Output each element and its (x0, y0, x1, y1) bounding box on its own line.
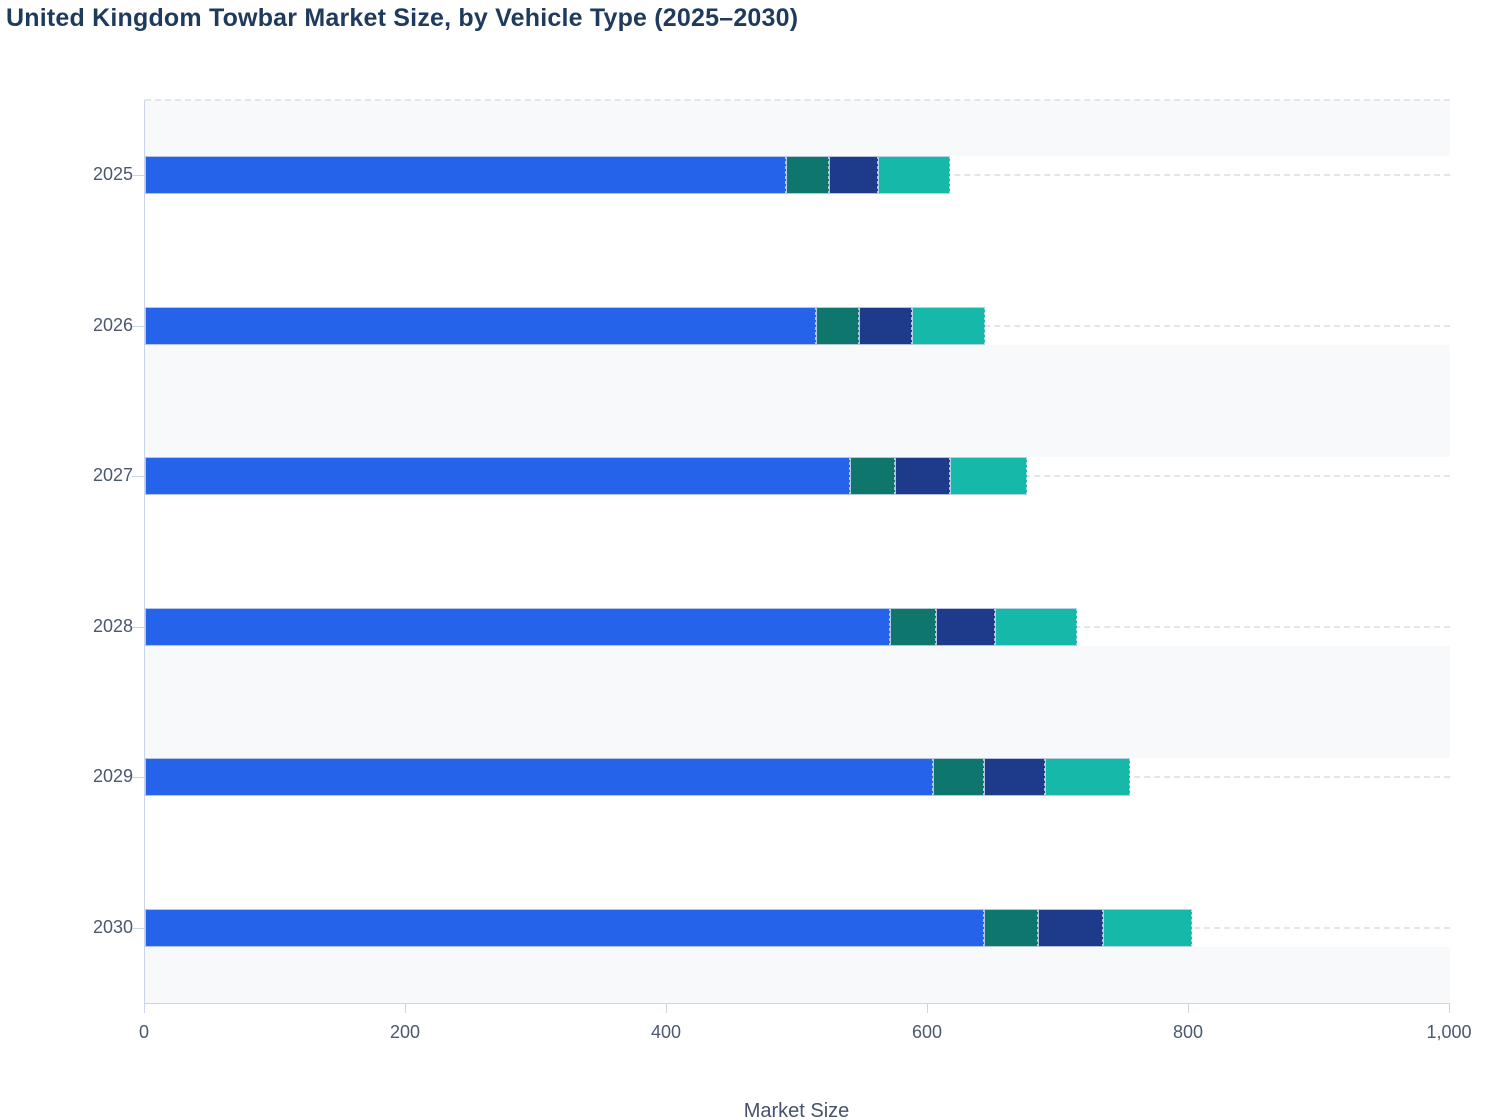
x-tick-mark (1449, 1004, 1450, 1013)
row-band (145, 946, 1450, 1003)
y-tick-label: 2029 (92, 766, 133, 787)
bar-segment-vehicle-type-segment-1-2025[interactable] (145, 156, 786, 195)
bar-segment-vehicle-type-segment-3-2025[interactable] (828, 156, 879, 195)
row-band (145, 344, 1450, 458)
x-tick-mark (666, 1004, 667, 1013)
bar-segment-vehicle-type-segment-1-2030[interactable] (145, 908, 985, 947)
x-axis-title: Market Size (743, 1100, 850, 1120)
y-tick-mark (132, 476, 144, 478)
stacked-bar-2030 (145, 908, 1450, 947)
bar-segment-vehicle-type-segment-3-2028[interactable] (935, 607, 995, 646)
bar-segment-vehicle-type-segment-1-2028[interactable] (145, 607, 891, 646)
stacked-bar-2029 (145, 758, 1450, 797)
x-tick-mark (144, 1004, 145, 1013)
y-tick-mark (132, 927, 144, 929)
gridline-top (145, 99, 1450, 101)
row-band (145, 645, 1450, 759)
bar-segment-vehicle-type-segment-2-2028[interactable] (890, 607, 936, 646)
y-tick-mark (132, 777, 144, 779)
row-band (145, 100, 1450, 157)
y-tick-label: 2030 (92, 916, 133, 937)
bar-segment-vehicle-type-segment-3-2027[interactable] (895, 457, 951, 496)
bar-segment-vehicle-type-segment-2-2030[interactable] (984, 908, 1038, 947)
y-tick-mark (132, 626, 144, 628)
bar-segment-vehicle-type-segment-4-2028[interactable] (994, 607, 1077, 646)
y-tick-label: 2027 (92, 465, 133, 486)
bar-segment-vehicle-type-segment-4-2029[interactable] (1045, 758, 1131, 797)
bar-segment-vehicle-type-segment-4-2026[interactable] (912, 306, 986, 345)
x-tick-label: 0 (138, 1022, 149, 1042)
bar-segment-vehicle-type-segment-3-2029[interactable] (984, 758, 1046, 797)
x-tick-label: 1,000 (1426, 1022, 1472, 1042)
x-tick-label: 800 (1172, 1022, 1204, 1042)
bar-segment-vehicle-type-segment-2-2027[interactable] (849, 457, 896, 496)
y-tick-mark (132, 175, 144, 177)
bar-segment-vehicle-type-segment-1-2027[interactable] (145, 457, 850, 496)
stacked-bar-2026 (145, 306, 1450, 345)
y-tick-mark (132, 325, 144, 327)
x-tick-label: 600 (911, 1022, 943, 1042)
y-tick-label: 2028 (92, 615, 133, 636)
bar-segment-vehicle-type-segment-2-2026[interactable] (815, 306, 859, 345)
bar-segment-vehicle-type-segment-1-2026[interactable] (145, 306, 816, 345)
x-tick-mark (405, 1004, 406, 1013)
stacked-bar-2025 (145, 156, 1450, 195)
bar-segment-vehicle-type-segment-4-2030[interactable] (1102, 908, 1192, 947)
bar-segment-vehicle-type-segment-2-2029[interactable] (933, 758, 985, 797)
bar-segment-vehicle-type-segment-3-2030[interactable] (1037, 908, 1103, 947)
bar-segment-vehicle-type-segment-4-2027[interactable] (950, 457, 1028, 496)
stacked-bar-2027 (145, 457, 1450, 496)
x-tick-label: 200 (389, 1022, 421, 1042)
plot-area (144, 99, 1450, 1004)
y-tick-label: 2026 (92, 314, 133, 335)
bar-segment-vehicle-type-segment-4-2025[interactable] (878, 156, 951, 195)
stacked-bar-2028 (145, 607, 1450, 646)
x-tick-mark (927, 1004, 928, 1013)
x-tick-label: 400 (650, 1022, 682, 1042)
bar-segment-vehicle-type-segment-2-2025[interactable] (785, 156, 829, 195)
chart-title: United Kingdom Towbar Market Size, by Ve… (6, 4, 799, 32)
x-tick-mark (1188, 1004, 1189, 1013)
bar-segment-vehicle-type-segment-3-2026[interactable] (858, 306, 913, 345)
bar-segment-vehicle-type-segment-1-2029[interactable] (145, 758, 934, 797)
y-tick-label: 2025 (92, 164, 133, 185)
